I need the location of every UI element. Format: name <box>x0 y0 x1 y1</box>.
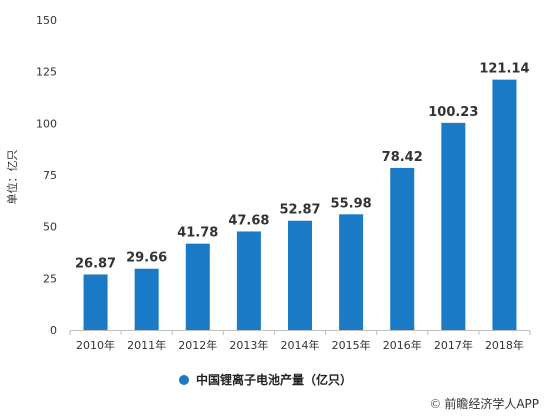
data-label: 29.66 <box>126 251 167 266</box>
source-credit: © 前瞻经济学人APP <box>429 395 539 412</box>
y-axis-label: 单位：亿只 <box>5 150 19 205</box>
copyright-icon: © <box>429 397 442 411</box>
bar[interactable] <box>236 231 261 330</box>
x-tick-label: 2016年 <box>383 338 422 352</box>
y-tick-label: 100 <box>36 117 57 130</box>
data-label: 26.87 <box>75 256 116 271</box>
x-tick-label: 2015年 <box>332 338 371 352</box>
bar[interactable] <box>339 214 364 330</box>
bar[interactable] <box>390 167 415 330</box>
legend-label: 中国锂离子电池产量（亿只） <box>196 372 352 387</box>
x-tick-label: 2013年 <box>229 338 268 352</box>
y-tick-label: 150 <box>36 14 57 27</box>
x-tick-label: 2014年 <box>281 338 320 352</box>
data-label: 55.98 <box>331 196 372 211</box>
bar[interactable] <box>288 220 312 330</box>
legend[interactable]: 中国锂离子电池产量（亿只） <box>179 372 352 387</box>
bar[interactable] <box>134 268 159 330</box>
data-label: 41.78 <box>177 226 218 241</box>
y-tick-label: 50 <box>43 221 57 234</box>
data-label: 52.87 <box>279 203 320 218</box>
bars <box>83 79 517 330</box>
data-labels: 26.87 29.66 41.78 47.68 52.87 55.98 78.42 100.2… <box>75 62 530 272</box>
data-label: 78.42 <box>382 150 423 165</box>
legend-marker <box>179 375 189 385</box>
bar[interactable] <box>441 122 466 330</box>
bar[interactable] <box>492 79 517 330</box>
x-tick-label: 2018年 <box>485 338 524 352</box>
bar[interactable] <box>185 243 210 330</box>
x-tick-label: 2010年 <box>76 338 115 352</box>
y-tick-label: 75 <box>43 169 57 182</box>
data-label: 100.23 <box>428 105 478 120</box>
x-tick-label: 2017年 <box>434 338 473 352</box>
y-tick-label: 25 <box>43 272 57 285</box>
data-label: 121.14 <box>479 62 529 77</box>
y-axis: 0 25 50 75 100 125 150 <box>36 14 57 337</box>
bar[interactable] <box>83 274 108 330</box>
y-tick-label: 125 <box>36 66 57 79</box>
data-label: 47.68 <box>228 213 269 228</box>
x-tick-label: 2012年 <box>178 338 217 352</box>
y-tick-label: 0 <box>50 324 57 337</box>
x-axis: 2010年 2011年 2012年 2013年 2014年 2015年 2016年 2017年… <box>69 330 531 352</box>
x-tick-label: 2011年 <box>127 338 166 352</box>
source-text: 前瞻经济学人APP <box>444 397 539 411</box>
